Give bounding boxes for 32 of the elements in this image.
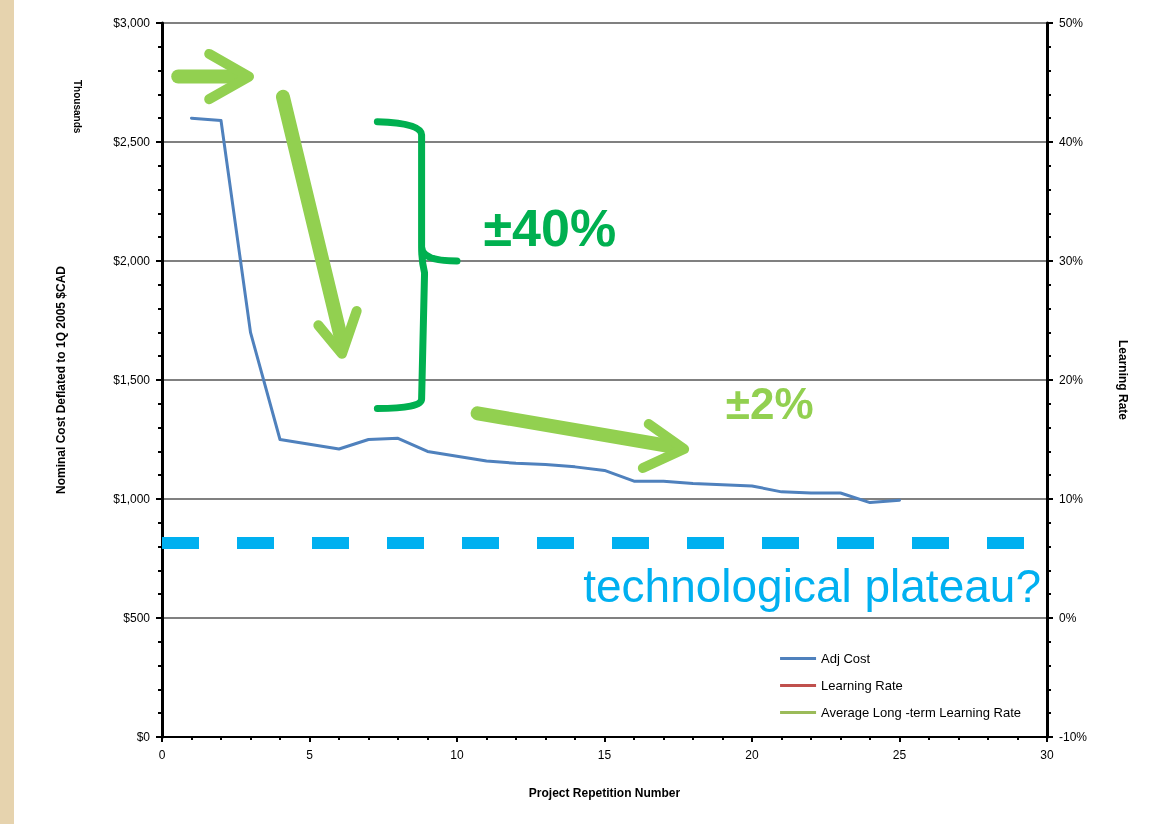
y2-tick-label: 10%: [1059, 492, 1084, 506]
y-tick-label: $3,000: [113, 16, 151, 30]
ref-line-label: technological plateau?: [583, 560, 1041, 613]
x-tick-label: 0: [158, 748, 166, 762]
line-series: [190, 116, 901, 505]
x-axis-title: Project Repetition Number: [528, 786, 681, 800]
y-tick-label: $500: [123, 611, 151, 625]
legend-label: Average Long -term Learning Rate: [821, 705, 1022, 720]
x-tick-label: 10: [450, 748, 464, 762]
y2-tick-label: 20%: [1059, 373, 1084, 387]
text: Thousands: [71, 80, 83, 134]
y-tick-label: $2,500: [113, 135, 151, 149]
y2-tick-label: 30%: [1059, 254, 1084, 268]
x-tick-label: 20: [745, 748, 759, 762]
y-axis-title: Nominal Cost Deflated to 1Q 2005 $CAD: [54, 265, 68, 495]
y2-tick-label: 50%: [1059, 16, 1084, 30]
y2-axis-title: Learning Rate: [1116, 339, 1130, 421]
y-tick-label: $0: [136, 730, 151, 744]
x-tick-label: 30: [1040, 748, 1054, 762]
legend-label: Learning Rate: [821, 678, 903, 693]
x-tick-label: 15: [597, 748, 612, 762]
y-tick-label: $1,500: [113, 373, 151, 387]
y-tick-label: $1,000: [113, 492, 151, 506]
x-tick-label: 25: [892, 748, 907, 762]
y2-tick-label: -10%: [1059, 730, 1088, 744]
annotation: ±40%: [483, 198, 617, 257]
y2-tick-label: 40%: [1059, 135, 1084, 149]
y-tick-label: $2,000: [113, 254, 151, 268]
legend-label: Adj Cost: [821, 651, 871, 666]
annotation: ±2%: [725, 379, 814, 429]
x-tick-label: 5: [306, 748, 314, 762]
y2-tick-label: 0%: [1059, 611, 1077, 625]
